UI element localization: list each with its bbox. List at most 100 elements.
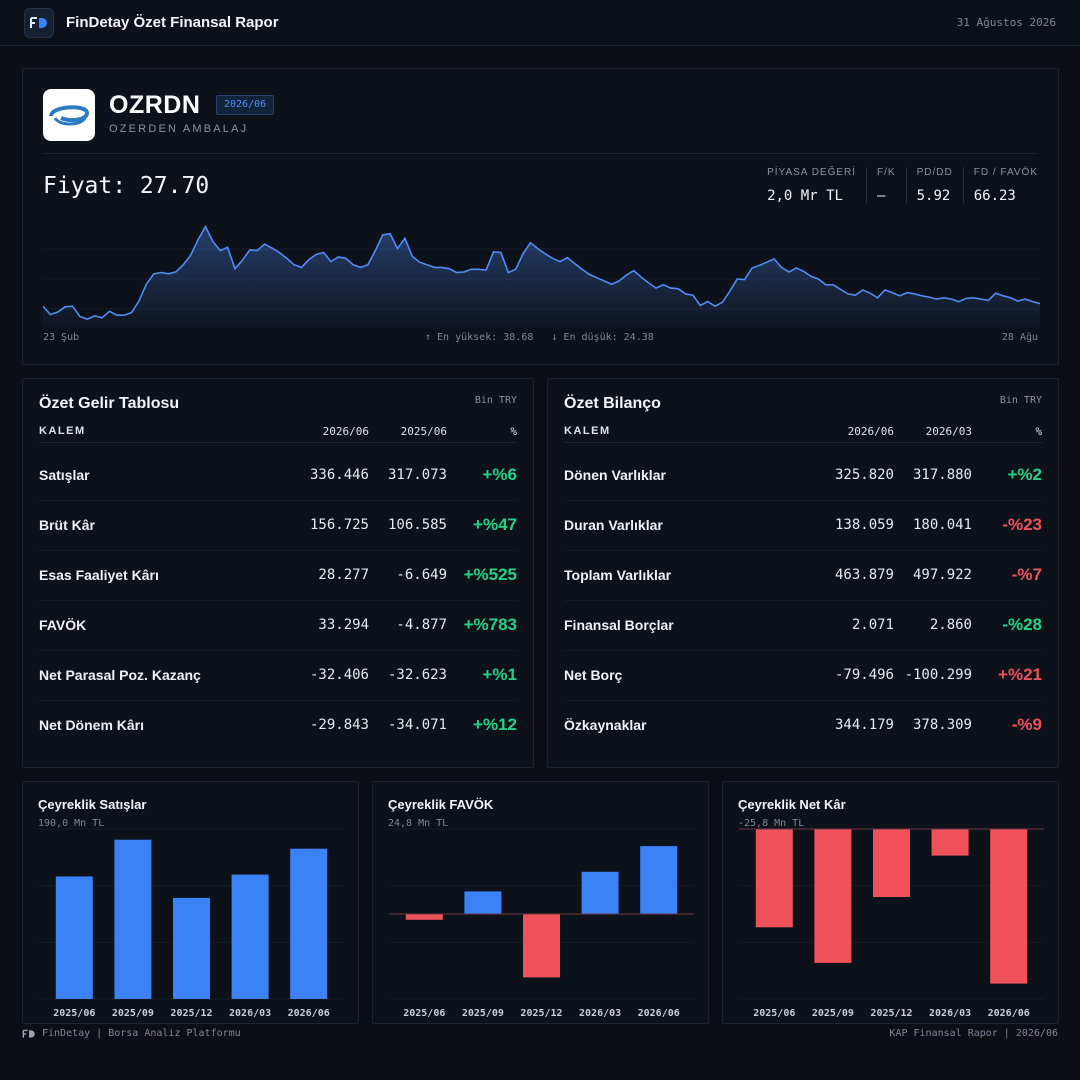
footer-right: KAP Finansal Rapor | 2026/06 (889, 1028, 1058, 1039)
change-percent: +%525 (463, 565, 517, 584)
footer-left: FinDetay | Borsa Analiz Platformu (22, 1028, 241, 1039)
low-price-label: ↓ En düşük: 24.38 (551, 332, 654, 343)
table-row: Net Borç -79.496 -100.299 +%21 (564, 651, 1042, 701)
chart-start-date: 23 Şub (43, 332, 80, 343)
column-header: % (510, 425, 517, 438)
column-header: KALEM (39, 425, 86, 437)
app-logo-icon (24, 7, 54, 38)
divider (43, 153, 1038, 154)
current-value: 336.446 (309, 467, 369, 483)
row-label: Satışlar (39, 467, 90, 483)
previous-value: -4.877 (396, 617, 447, 633)
x-tick-label: 2026/06 (288, 1008, 330, 1019)
row-label: Toplam Varlıklar (564, 567, 672, 583)
balance-sheet-panel: Özet Bilanço Bin TRY KALEM 2026/06 2026/… (547, 378, 1059, 768)
x-tick-label: 2026/03 (229, 1008, 271, 1019)
change-percent: -%28 (1002, 615, 1042, 634)
bar (931, 829, 969, 856)
metric-ev-ebitda: FD / FAVÖK 66.23 (962, 167, 1038, 204)
app-title: FinDetay Özet Finansal Rapor (66, 14, 279, 31)
table-row: Özkaynaklar 344.179 378.309 -%9 (564, 701, 1042, 751)
row-label: Brüt Kâr (39, 517, 96, 533)
x-tick-label: 2026/03 (579, 1008, 621, 1019)
current-value: 463.879 (834, 567, 894, 583)
column-header: 2026/03 (925, 425, 972, 438)
panel-title: Özet Bilanço (564, 395, 661, 412)
current-value: -79.496 (834, 667, 894, 683)
chart-subtitle: 190,0 Mn TL (38, 818, 105, 829)
current-value: 325.820 (834, 467, 894, 483)
income-statement-panel: Özet Gelir Tablosu Bin TRY KALEM 2026/06… (22, 378, 534, 768)
x-tick-label: 2025/06 (53, 1008, 95, 1019)
table-row: FAVÖK 33.294 -4.877 +%783 (39, 601, 517, 651)
bar-chart-svg: 2025/06 2025/09 2025/12 2026/03 2026/06 (389, 828, 694, 1019)
previous-value: 317.880 (912, 467, 972, 483)
x-tick-label: 2026/06 (638, 1008, 680, 1019)
price-line (43, 224, 1040, 320)
company-name: OZERDEN AMBALAJ (109, 123, 249, 135)
previous-value: -6.649 (396, 567, 447, 583)
table-body: Dönen Varlıklar 325.820 317.880 +%2 Duran Va… (564, 451, 1042, 751)
change-percent: +%2 (1007, 465, 1043, 484)
valuation-metrics: PİYASA DEĞERİ 2,0 Mr TL F/K — PD/DD 5.92… (767, 167, 1038, 204)
current-value: -29.843 (309, 717, 369, 733)
table-body: Satışlar 336.446 317.073 +%6 Brüt Kâr 156.725… (39, 451, 517, 751)
metric-value: 66.23 (973, 188, 1016, 204)
metric-label: PİYASA DEĞERİ (767, 167, 857, 178)
metric-value: 2,0 Mr TL (767, 188, 843, 204)
previous-value: -32.623 (387, 667, 447, 683)
current-value: 33.294 (318, 617, 369, 633)
x-tick-label: 2025/06 (753, 1008, 795, 1019)
table-row: Toplam Varlıklar 463.879 497.922 -%7 (564, 551, 1042, 601)
previous-value: 2.860 (929, 617, 972, 633)
x-tick-label: 2025/09 (812, 1008, 854, 1019)
price-area (43, 226, 1040, 327)
footer-brand-text: FinDetay | Borsa Analiz Platformu (42, 1028, 241, 1039)
quarterly-sales-chart: Çeyreklik Satışlar 190,0 Mn TL 2025/06 20… (22, 781, 359, 1024)
table-row: Satışlar 336.446 317.073 +%6 (39, 451, 517, 501)
metric-label: FD / FAVÖK (973, 167, 1038, 178)
table-row: Net Dönem Kârı -29.843 -34.071 +%12 (39, 701, 517, 751)
x-tick-label: 2025/12 (520, 1008, 562, 1019)
table-row: Net Parasal Poz. Kazanç -32.406 -32.623 +%1 (39, 651, 517, 701)
x-tick-label: 2026/03 (929, 1008, 971, 1019)
x-tick-label: 2025/06 (403, 1008, 445, 1019)
top-bar: FinDetay Özet Finansal Rapor 31 Ağustos … (0, 0, 1080, 46)
change-percent: -%9 (1011, 715, 1042, 734)
previous-value: 106.585 (387, 517, 447, 533)
previous-value: 497.922 (912, 567, 972, 583)
bar-chart-svg: 2025/06 2025/09 2025/12 2026/03 2026/06 (739, 828, 1044, 1019)
chart-end-date: 28 Ağu (1001, 332, 1038, 343)
column-header: % (1035, 425, 1042, 438)
bar (55, 876, 93, 999)
table-row: Finansal Borçlar 2.071 2.860 -%28 (564, 601, 1042, 651)
row-label: FAVÖK (39, 617, 87, 633)
x-tick-label: 2025/12 (870, 1008, 912, 1019)
bar (873, 829, 910, 897)
chart-title: Çeyreklik FAVÖK (388, 797, 494, 812)
metric-value: 5.92 (916, 188, 951, 204)
change-percent: +%6 (482, 465, 518, 484)
report-date: 31 Ağustos 2026 (956, 16, 1056, 29)
row-label: Esas Faaliyet Kârı (39, 567, 159, 583)
unit-label: Bin TRY (474, 395, 517, 406)
x-tick-label: 2026/06 (988, 1008, 1030, 1019)
previous-value: 317.073 (387, 467, 447, 483)
quarterly-net-profit-chart: Çeyreklik Net Kâr -25,8 Mn TL 2025/06 202… (722, 781, 1059, 1024)
bar (173, 897, 210, 999)
previous-value: -34.071 (387, 717, 447, 733)
footer-logo-icon (22, 1029, 35, 1038)
current-value: 138.059 (834, 517, 894, 533)
current-value: 2.071 (851, 617, 894, 633)
row-label: Duran Varlıklar (564, 517, 663, 533)
stock-overview-panel: OZRDN 2026/06 OZERDEN AMBALAJ Fiyat: 27.… (22, 68, 1059, 365)
bar (581, 871, 619, 914)
row-label: Özkaynaklar (564, 717, 647, 733)
bar-chart-svg: 2025/06 2025/09 2025/12 2026/03 2026/06 (39, 828, 344, 1019)
price-range: ↑ En yüksek: 38.68 ↓ En düşük: 24.38 (425, 332, 666, 343)
table-row: Esas Faaliyet Kârı 28.277 -6.649 +%525 (39, 551, 517, 601)
stock-price: Fiyat: 27.70 (43, 173, 210, 199)
table-header: KALEM 2026/06 2025/06 % (39, 425, 517, 443)
panel-title: Özet Gelir Tablosu (39, 395, 180, 412)
x-tick-label: 2025/09 (112, 1008, 154, 1019)
